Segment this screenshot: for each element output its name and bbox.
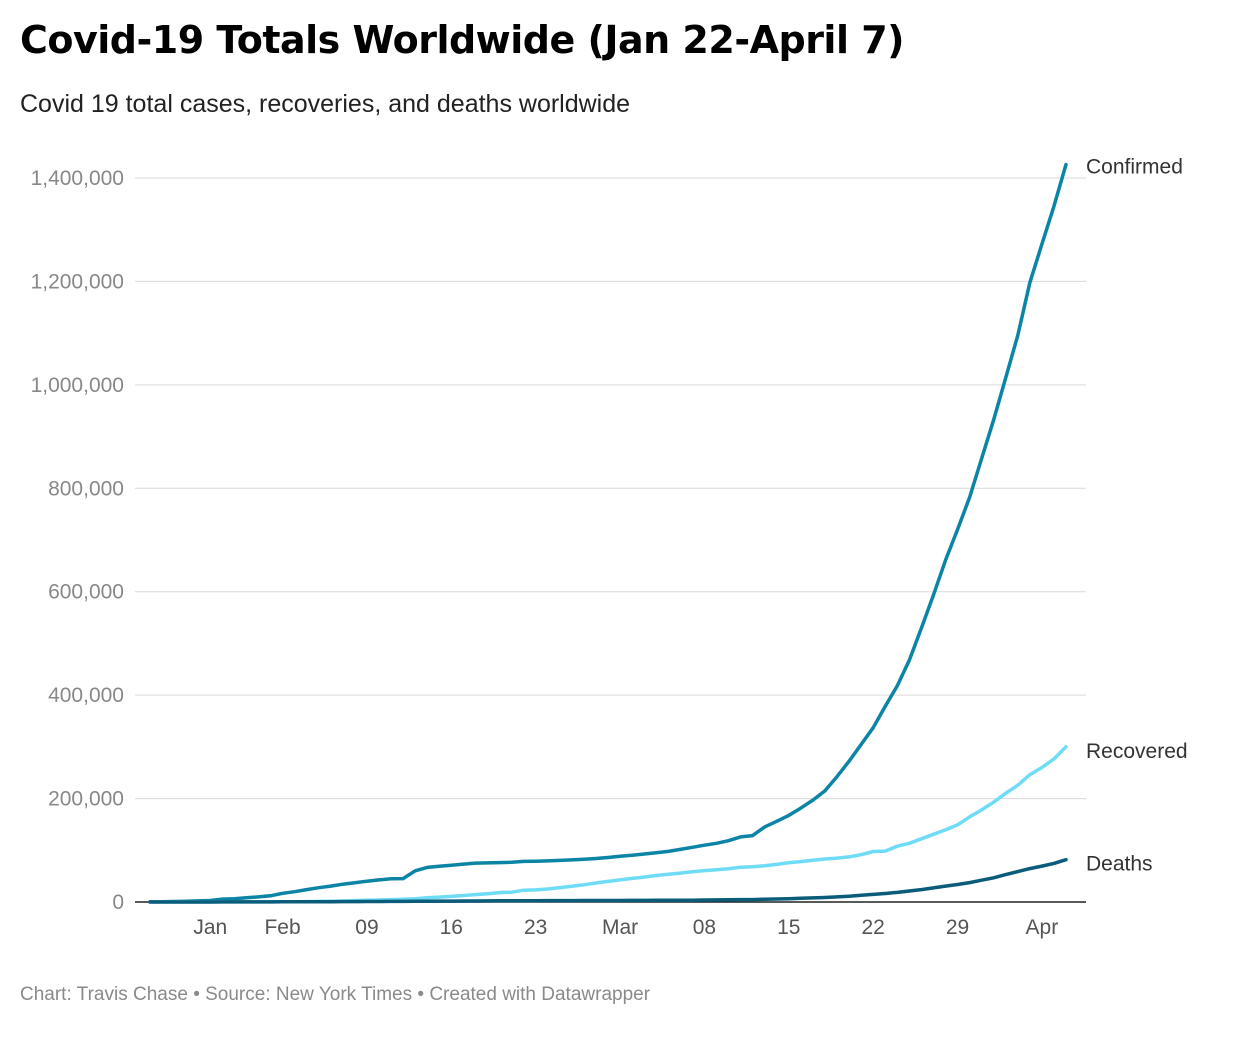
y-tick-label: 1,400,000: [31, 167, 124, 190]
chart-footer: Chart: Travis Chase • Source: New York T…: [20, 984, 650, 1006]
x-tick-label: 08: [693, 916, 716, 939]
x-tick-label: 16: [440, 916, 463, 939]
series-line-deaths: [148, 857, 1068, 904]
chart-title: Covid-19 Totals Worldwide (Jan 22-April …: [20, 18, 905, 62]
x-tick-label: Jan: [193, 916, 227, 939]
series-lines: [148, 162, 1068, 904]
y-tick-label: 1,000,000: [31, 374, 124, 397]
series-label-recovered: Recovered: [1086, 740, 1188, 763]
y-tick-label: 400,000: [48, 684, 124, 707]
x-tick-label: 09: [355, 916, 378, 939]
x-axis-ticks: Jan Feb 09 16 23 Mar 08 15 22 29 Apr: [193, 916, 1058, 939]
y-axis-ticks: 0 200,000 400,000 600,000 800,000 1,000,000 1,…: [31, 167, 124, 914]
x-tick-label: 15: [777, 916, 800, 939]
x-tick-label: 29: [946, 916, 969, 939]
footer-created-with-link[interactable]: Created with Datawrapper: [429, 984, 651, 1005]
gridlines: [135, 177, 1086, 903]
series-labels: Confirmed Recovered Deaths: [1086, 156, 1188, 876]
y-tick-label: 600,000: [48, 581, 124, 604]
y-tick-label: 200,000: [48, 788, 124, 811]
footer-source: Source: New York Times: [205, 984, 413, 1005]
series-label-deaths: Deaths: [1086, 853, 1153, 876]
series-label-confirmed: Confirmed: [1086, 156, 1183, 179]
footer-separator: •: [193, 984, 200, 1005]
series-line-confirmed: [148, 162, 1068, 904]
series-line-recovered: [148, 745, 1068, 904]
y-tick-label: 1,200,000: [31, 270, 124, 293]
y-tick-label: 0: [112, 891, 124, 914]
chart-subtitle: Covid 19 total cases, recoveries, and de…: [20, 90, 631, 118]
x-tick-label: Mar: [602, 916, 638, 939]
x-tick-label: Feb: [264, 916, 300, 939]
x-tick-label: 23: [524, 916, 547, 939]
x-tick-label: 22: [861, 916, 884, 939]
x-tick-label: Apr: [1026, 916, 1059, 939]
y-tick-label: 800,000: [48, 477, 124, 500]
footer-separator: •: [417, 984, 425, 1005]
footer-chart-credit: Chart: Travis Chase: [20, 984, 188, 1005]
